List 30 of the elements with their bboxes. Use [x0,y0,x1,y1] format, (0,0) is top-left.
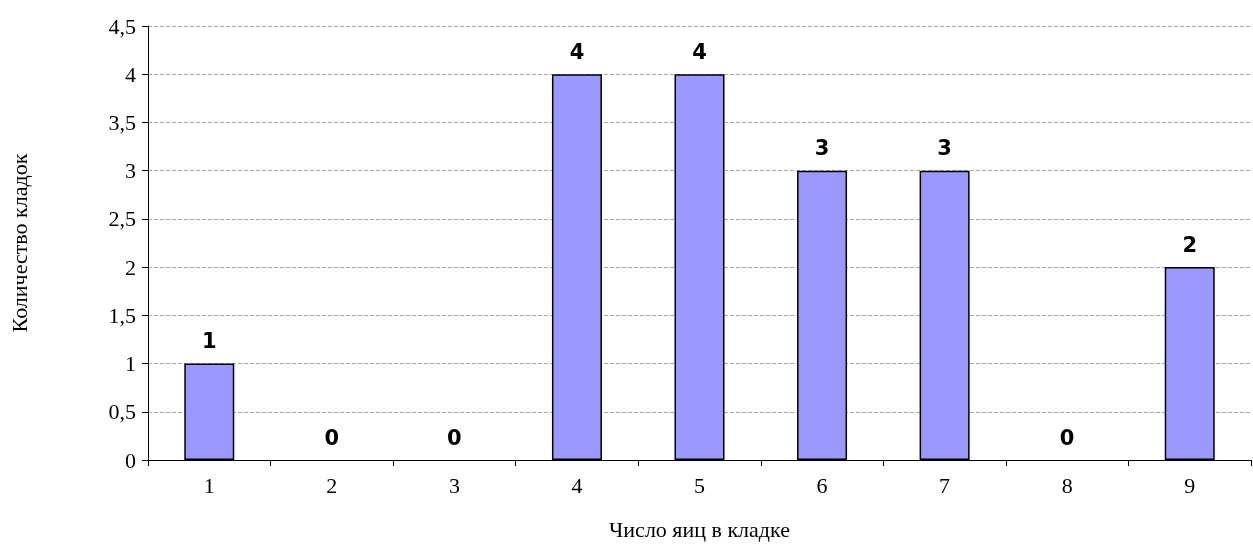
data-label: 1 [201,329,217,354]
y-tick-label: 2,5 [108,206,136,232]
y-axis-title: Количество кладок [6,153,32,333]
x-tick-label: 8 [1061,472,1073,498]
y-tick-label: 1,5 [108,302,136,328]
y-tick-label: 4,5 [108,13,136,39]
y-tick-label: 2 [125,254,136,280]
data-label: 0 [324,425,340,450]
x-tick-label: 7 [939,472,951,498]
data-label: 4 [569,39,585,64]
x-tick-label: 9 [1184,472,1196,498]
y-tick-label: 1 [125,351,136,377]
x-axis-title: Число яиц в кладке [609,516,790,542]
y-tick-label: 3,5 [108,109,136,135]
data-label: 2 [1182,232,1198,257]
data-label: 3 [814,136,830,161]
x-tick-label: 4 [571,472,583,498]
y-tick-label: 4 [125,61,136,87]
x-tick-label: 1 [203,472,215,498]
y-tick-label: 0 [125,447,136,473]
x-tick-label: 6 [816,472,828,498]
data-label: 3 [937,136,952,161]
data-label: 0 [447,425,462,450]
x-tick-label: 3 [448,472,460,498]
data-label: 0 [1059,425,1075,450]
y-tick-label: 3 [125,158,136,184]
x-tick-label: 5 [694,472,705,498]
y-tick-label: 0,5 [108,399,136,425]
x-tick-label: 2 [326,472,338,498]
data-label: 4 [692,39,707,64]
